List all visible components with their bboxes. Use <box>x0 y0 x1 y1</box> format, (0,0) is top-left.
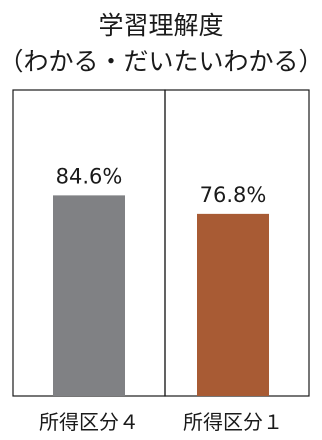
bar-value-label-2: 76.8% <box>200 183 267 207</box>
bars-group: 84.6% 所得区分４ 76.8% 所得区分１ <box>39 164 283 434</box>
bar-1 <box>53 195 125 396</box>
category-label-2: 所得区分１ <box>183 410 283 434</box>
bar-value-label-1: 84.6% <box>56 164 123 188</box>
chart-title-line-2: （わかる・だいたいわかる） <box>0 47 322 76</box>
bar-2 <box>197 213 269 396</box>
category-label-1: 所得区分４ <box>39 410 139 434</box>
chart-title-line-1: 学習理解度 <box>98 11 223 40</box>
